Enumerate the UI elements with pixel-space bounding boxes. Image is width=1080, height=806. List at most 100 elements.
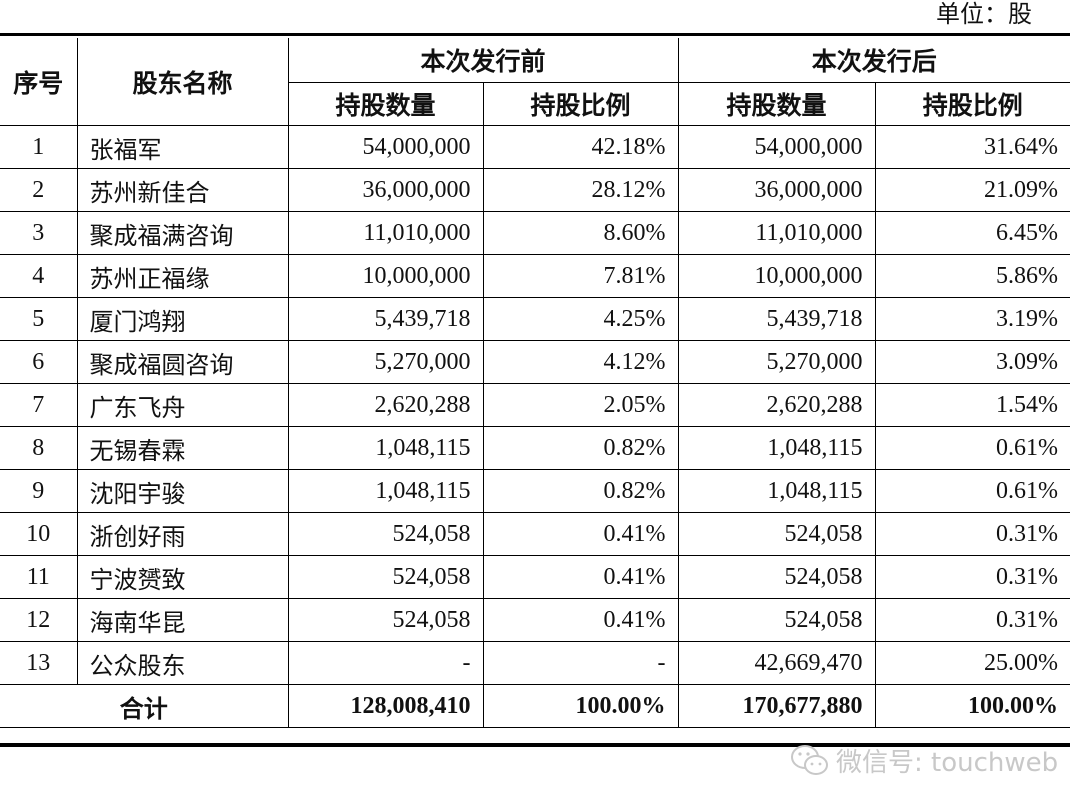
cell-no: 12 [0,598,78,642]
table-row: 10 浙创好雨 524,058 0.41% 524,058 0.31% [0,512,1071,556]
cell-no: 11 [0,555,78,599]
cell-after-shares: 10,000,000 [677,254,876,298]
cell-before-ratio: 0.41% [482,555,679,599]
bottom-border [0,743,1070,747]
wechat-icon [791,744,828,775]
table-row: 6 聚成福圆咨询 5,270,000 4.12% 5,270,000 3.09% [0,340,1071,384]
cell-after-ratio: 0.61% [874,469,1071,513]
cell-after-shares: 524,058 [677,598,876,642]
cell-after-ratio: 5.86% [874,254,1071,298]
table-row: 5 厦门鸿翔 5,439,718 4.25% 5,439,718 3.19% [0,297,1071,341]
total-label: 合计 [0,684,289,728]
cell-after-ratio: 0.31% [874,512,1071,556]
cell-no: 4 [0,254,78,298]
cell-no: 10 [0,512,78,556]
cell-name: 宁波赟致 [76,555,289,599]
cell-after-ratio: 25.00% [874,641,1071,685]
cell-no: 3 [0,211,78,255]
cell-before-ratio: - [482,641,679,685]
header-seq: 序号 [0,38,78,126]
cell-after-shares: 54,000,000 [677,125,876,169]
cell-after-shares: 524,058 [677,555,876,599]
top-border [0,33,1070,36]
cell-after-ratio: 6.45% [874,211,1071,255]
cell-after-ratio: 1.54% [874,383,1071,427]
cell-name: 沈阳宇骏 [76,469,289,513]
cell-after-ratio: 0.61% [874,426,1071,470]
cell-name: 聚成福圆咨询 [76,340,289,384]
header-name: 股东名称 [76,38,289,126]
cell-before-shares: 524,058 [287,555,484,599]
table-row: 9 沈阳宇骏 1,048,115 0.82% 1,048,115 0.61% [0,469,1071,513]
cell-before-shares: 5,270,000 [287,340,484,384]
cell-after-shares: 42,669,470 [677,641,876,685]
table-row: 4 苏州正福缘 10,000,000 7.81% 10,000,000 5.86% [0,254,1071,298]
cell-after-shares: 36,000,000 [677,168,876,212]
unit-label: 单位：股 [936,2,1032,28]
cell-before-shares: - [287,641,484,685]
cell-no: 7 [0,383,78,427]
cell-no: 9 [0,469,78,513]
cell-no: 13 [0,641,78,685]
table-row: 13 公众股东 - -42,669,470 25.00% [0,641,1071,685]
cell-before-shares: 11,010,000 [287,211,484,255]
cell-name: 苏州正福缘 [76,254,289,298]
table-row: 2 苏州新佳合 36,000,000 28.12% 36,000,000 21.09% [0,168,1071,212]
cell-after-shares: 5,270,000 [677,340,876,384]
cell-before-shares: 54,000,000 [287,125,484,169]
cell-no: 6 [0,340,78,384]
cell-before-ratio: 0.82% [482,469,679,513]
watermark: 微信号: touchweb [790,742,1058,779]
cell-name: 苏州新佳合 [76,168,289,212]
cell-before-shares: 10,000,000 [287,254,484,298]
cell-name: 广东飞舟 [76,383,289,427]
cell-before-ratio: 4.25% [482,297,679,341]
header-before: 本次发行前 [287,38,679,83]
cell-no: 8 [0,426,78,470]
cell-after-shares: 1,048,115 [677,469,876,513]
cell-before-ratio: 2.05% [482,383,679,427]
table-row: 3 聚成福满咨询 11,010,000 8.60% 11,010,000 6.45% [0,211,1071,255]
cell-after-ratio: 0.31% [874,555,1071,599]
cell-before-ratio: 42.18% [482,125,679,169]
header-after: 本次发行后 [677,38,1071,83]
cell-name: 无锡春霖 [76,426,289,470]
cell-after-ratio: 31.64% [874,125,1071,169]
cell-before-ratio: 0.41% [482,598,679,642]
header-after-shares: 持股数量 [677,82,876,126]
header-before-shares: 持股数量 [288,82,484,126]
cell-name: 聚成福满咨询 [76,211,289,255]
cell-after-ratio: 3.19% [874,297,1071,341]
total-after-ratio: 100.00% [874,684,1071,728]
cell-after-shares: 524,058 [677,512,876,556]
cell-before-shares: 524,058 [287,598,484,642]
header-after-ratio: 持股比例 [874,82,1071,126]
header-before-ratio: 持股比例 [482,82,679,126]
total-after-shares: 170,677,880 [677,684,876,728]
cell-before-ratio: 4.12% [482,340,679,384]
cell-no: 1 [0,125,78,169]
cell-before-shares: 1,048,115 [287,469,484,513]
cell-after-shares: 5,439,718 [677,297,876,341]
cell-after-shares: 11,010,000 [677,211,876,255]
cell-before-ratio: 0.41% [482,512,679,556]
cell-after-shares: 1,048,115 [677,426,876,470]
cell-before-ratio: 0.82% [482,426,679,470]
table-row: 8 无锡春霖 1,048,115 0.82% 1,048,115 0.61% [0,426,1071,470]
cell-name: 海南华昆 [76,598,289,642]
cell-name: 公众股东 [76,641,289,685]
cell-before-shares: 524,058 [287,512,484,556]
table-row: 7 广东飞舟 2,620,288 2.05% 2,620,288 1.54% [0,383,1071,427]
cell-after-ratio: 21.09% [874,168,1071,212]
table-row: 11 宁波赟致 524,058 0.41% 524,058 0.31% [0,555,1071,599]
cell-no: 2 [0,168,78,212]
table-row: 12 海南华昆 524,058 0.41% 524,058 0.31% [0,598,1071,642]
total-row: 合计 128,008,410 100.00% 170,677,880 100.0… [0,684,1071,728]
cell-name: 厦门鸿翔 [76,297,289,341]
cell-name: 浙创好雨 [76,512,289,556]
total-before-shares: 128,008,410 [287,684,484,728]
cell-before-ratio: 7.81% [482,254,679,298]
cell-name: 张福军 [76,125,289,169]
cell-after-shares: 2,620,288 [677,383,876,427]
cell-before-ratio: 8.60% [482,211,679,255]
